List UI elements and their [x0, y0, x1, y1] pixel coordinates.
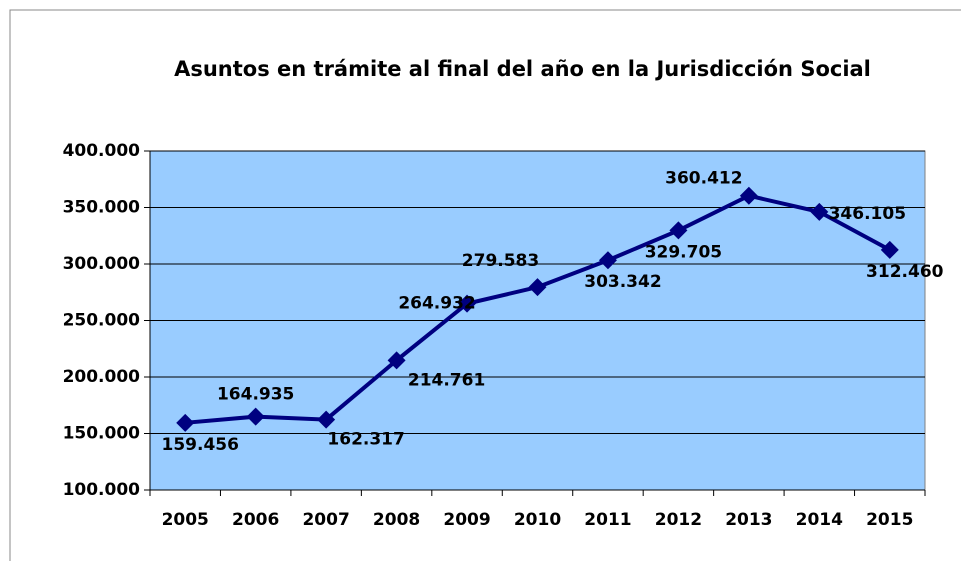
- y-tick-label: 150.000: [63, 424, 141, 444]
- marker: [598, 251, 617, 270]
- y-tick-label: 300.000: [63, 254, 141, 274]
- data-label: 159.456: [162, 435, 239, 455]
- x-tick-label: 2007: [302, 510, 349, 530]
- marker: [880, 240, 899, 259]
- x-tick-label: 2013: [725, 510, 772, 530]
- x-tick-label: 2006: [232, 510, 279, 530]
- x-tick-label: 2010: [514, 510, 561, 530]
- data-label: 164.935: [217, 385, 294, 405]
- marker: [528, 278, 547, 297]
- marker: [669, 221, 688, 240]
- data-label: 214.761: [408, 370, 485, 390]
- x-tick-label: 2008: [373, 510, 420, 530]
- marker: [458, 294, 477, 313]
- data-label: 303.342: [584, 272, 661, 292]
- marker: [387, 351, 406, 370]
- data-label: 346.105: [829, 204, 906, 224]
- data-label: 329.705: [645, 242, 722, 262]
- data-label: 264.932: [398, 294, 475, 314]
- y-tick-label: 100.000: [63, 480, 141, 500]
- marker: [810, 202, 829, 221]
- y-tick-label: 400.000: [63, 141, 141, 161]
- marker: [246, 407, 265, 426]
- y-tick-label: 250.000: [63, 311, 141, 331]
- y-tick-label: 350.000: [63, 198, 141, 218]
- chart-border: [9, 9, 961, 561]
- chart-title: Asuntos en trámite al final del año en l…: [174, 57, 871, 81]
- data-label: 312.460: [866, 262, 944, 282]
- x-tick-label: 2015: [866, 510, 913, 530]
- x-tick-label: 2012: [655, 510, 702, 530]
- data-label: 279.583: [462, 251, 539, 271]
- x-tick-label: 2014: [796, 510, 843, 530]
- x-tick-label: 2011: [584, 510, 631, 530]
- x-tick-label: 2009: [443, 510, 490, 530]
- marker: [317, 410, 336, 429]
- data-label: 162.317: [327, 430, 404, 450]
- data-label: 360.412: [665, 169, 742, 189]
- marker: [176, 413, 195, 432]
- marker: [739, 186, 758, 205]
- y-tick-label: 200.000: [63, 367, 141, 387]
- x-tick-label: 2005: [162, 510, 209, 530]
